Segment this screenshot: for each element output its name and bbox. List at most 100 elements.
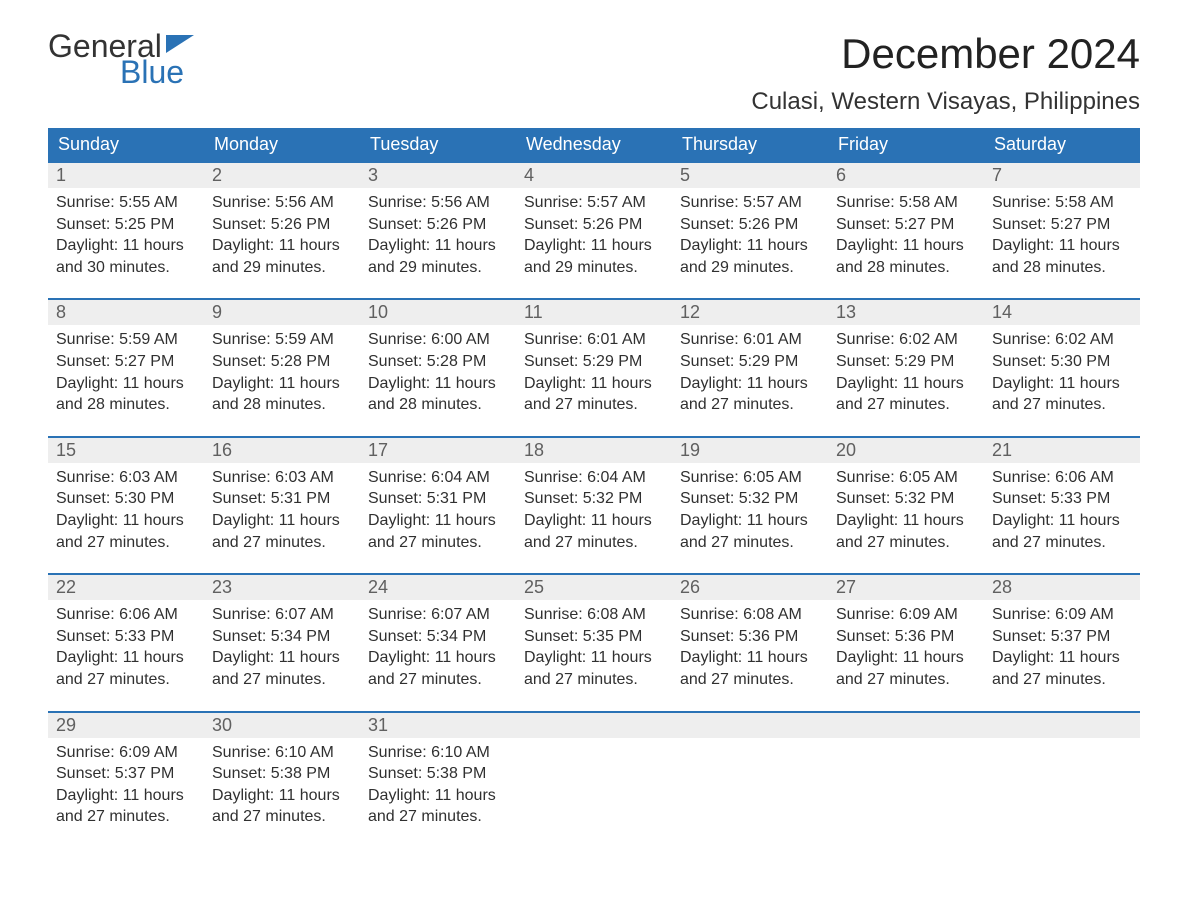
daylight1-text: Daylight: 11 hours	[680, 235, 820, 257]
daylight1-text: Daylight: 11 hours	[56, 785, 196, 807]
daylight1-text: Daylight: 11 hours	[368, 235, 508, 257]
day-number-cell: 24	[360, 574, 516, 600]
day-number: 27	[836, 577, 856, 597]
daylight2-text: and 27 minutes.	[836, 394, 976, 416]
sunrise-text: Sunrise: 5:58 AM	[992, 192, 1132, 214]
day-number-cell: 15	[48, 437, 204, 463]
day-content: Sunrise: 6:02 AMSunset: 5:30 PMDaylight:…	[984, 325, 1140, 415]
day-content: Sunrise: 6:04 AMSunset: 5:31 PMDaylight:…	[360, 463, 516, 553]
week-content-row: Sunrise: 6:09 AMSunset: 5:37 PMDaylight:…	[48, 738, 1140, 848]
week-content-row: Sunrise: 6:06 AMSunset: 5:33 PMDaylight:…	[48, 600, 1140, 711]
sunrise-text: Sunrise: 6:10 AM	[368, 742, 508, 764]
sunrise-text: Sunrise: 6:08 AM	[680, 604, 820, 626]
day-cell: Sunrise: 6:09 AMSunset: 5:36 PMDaylight:…	[828, 600, 984, 711]
day-content: Sunrise: 5:57 AMSunset: 5:26 PMDaylight:…	[516, 188, 672, 278]
weekday-header: Saturday	[984, 128, 1140, 162]
daylight1-text: Daylight: 11 hours	[680, 373, 820, 395]
sunrise-text: Sunrise: 5:59 AM	[212, 329, 352, 351]
sunrise-text: Sunrise: 5:56 AM	[368, 192, 508, 214]
day-cell: Sunrise: 5:56 AMSunset: 5:26 PMDaylight:…	[204, 188, 360, 299]
day-number: 30	[212, 715, 232, 735]
sunrise-text: Sunrise: 5:56 AM	[212, 192, 352, 214]
day-cell: Sunrise: 6:02 AMSunset: 5:30 PMDaylight:…	[984, 325, 1140, 436]
sunrise-text: Sunrise: 6:02 AM	[992, 329, 1132, 351]
day-number: 7	[992, 165, 1002, 185]
day-cell: Sunrise: 6:02 AMSunset: 5:29 PMDaylight:…	[828, 325, 984, 436]
day-number-cell: 12	[672, 299, 828, 325]
daylight1-text: Daylight: 11 hours	[212, 785, 352, 807]
weekday-header: Sunday	[48, 128, 204, 162]
day-number-cell: 14	[984, 299, 1140, 325]
sunrise-text: Sunrise: 5:57 AM	[524, 192, 664, 214]
daylight2-text: and 27 minutes.	[680, 532, 820, 554]
daylight2-text: and 30 minutes.	[56, 257, 196, 279]
weekday-header-row: Sunday Monday Tuesday Wednesday Thursday…	[48, 128, 1140, 162]
day-content: Sunrise: 6:03 AMSunset: 5:30 PMDaylight:…	[48, 463, 204, 553]
sunset-text: Sunset: 5:32 PM	[836, 488, 976, 510]
day-content: Sunrise: 6:06 AMSunset: 5:33 PMDaylight:…	[48, 600, 204, 690]
weekday-header: Tuesday	[360, 128, 516, 162]
day-number: 16	[212, 440, 232, 460]
sunrise-text: Sunrise: 6:00 AM	[368, 329, 508, 351]
day-number: 24	[368, 577, 388, 597]
day-cell: Sunrise: 6:10 AMSunset: 5:38 PMDaylight:…	[204, 738, 360, 848]
sunset-text: Sunset: 5:31 PM	[212, 488, 352, 510]
daylight1-text: Daylight: 11 hours	[212, 647, 352, 669]
day-number-cell: 4	[516, 162, 672, 188]
sunrise-text: Sunrise: 6:09 AM	[836, 604, 976, 626]
day-number-row: 1234567	[48, 162, 1140, 188]
sunset-text: Sunset: 5:25 PM	[56, 214, 196, 236]
day-number-cell	[828, 712, 984, 738]
daylight2-text: and 28 minutes.	[836, 257, 976, 279]
daylight1-text: Daylight: 11 hours	[524, 647, 664, 669]
sunset-text: Sunset: 5:33 PM	[992, 488, 1132, 510]
day-cell: Sunrise: 6:08 AMSunset: 5:36 PMDaylight:…	[672, 600, 828, 711]
daylight1-text: Daylight: 11 hours	[524, 235, 664, 257]
day-cell: Sunrise: 5:57 AMSunset: 5:26 PMDaylight:…	[516, 188, 672, 299]
day-number-cell: 22	[48, 574, 204, 600]
daylight2-text: and 27 minutes.	[56, 532, 196, 554]
daylight1-text: Daylight: 11 hours	[836, 373, 976, 395]
daylight2-text: and 27 minutes.	[368, 532, 508, 554]
daylight1-text: Daylight: 11 hours	[56, 373, 196, 395]
daylight2-text: and 29 minutes.	[680, 257, 820, 279]
day-number: 6	[836, 165, 846, 185]
day-number-cell: 26	[672, 574, 828, 600]
sunrise-text: Sunrise: 6:04 AM	[524, 467, 664, 489]
sunset-text: Sunset: 5:27 PM	[56, 351, 196, 373]
sunrise-text: Sunrise: 6:03 AM	[212, 467, 352, 489]
day-number-cell	[516, 712, 672, 738]
sunset-text: Sunset: 5:32 PM	[680, 488, 820, 510]
day-number: 20	[836, 440, 856, 460]
daylight2-text: and 28 minutes.	[212, 394, 352, 416]
sunrise-text: Sunrise: 5:58 AM	[836, 192, 976, 214]
day-content: Sunrise: 5:59 AMSunset: 5:27 PMDaylight:…	[48, 325, 204, 415]
day-content: Sunrise: 5:57 AMSunset: 5:26 PMDaylight:…	[672, 188, 828, 278]
sunset-text: Sunset: 5:30 PM	[56, 488, 196, 510]
day-cell	[984, 738, 1140, 848]
daylight1-text: Daylight: 11 hours	[836, 510, 976, 532]
day-content: Sunrise: 6:10 AMSunset: 5:38 PMDaylight:…	[204, 738, 360, 828]
daylight2-text: and 27 minutes.	[56, 806, 196, 828]
day-content: Sunrise: 6:08 AMSunset: 5:36 PMDaylight:…	[672, 600, 828, 690]
sunrise-text: Sunrise: 6:09 AM	[56, 742, 196, 764]
day-number: 25	[524, 577, 544, 597]
day-number: 2	[212, 165, 222, 185]
location-label: Culasi, Western Visayas, Philippines	[751, 88, 1140, 116]
sunrise-text: Sunrise: 6:03 AM	[56, 467, 196, 489]
daylight2-text: and 27 minutes.	[368, 806, 508, 828]
day-cell: Sunrise: 6:09 AMSunset: 5:37 PMDaylight:…	[48, 738, 204, 848]
daylight1-text: Daylight: 11 hours	[992, 373, 1132, 395]
sunrise-text: Sunrise: 6:01 AM	[524, 329, 664, 351]
day-number-cell: 20	[828, 437, 984, 463]
day-number-cell: 29	[48, 712, 204, 738]
daylight1-text: Daylight: 11 hours	[992, 647, 1132, 669]
day-content: Sunrise: 6:07 AMSunset: 5:34 PMDaylight:…	[360, 600, 516, 690]
day-number-cell: 1	[48, 162, 204, 188]
day-cell	[828, 738, 984, 848]
day-cell: Sunrise: 6:08 AMSunset: 5:35 PMDaylight:…	[516, 600, 672, 711]
month-title: December 2024	[751, 30, 1140, 78]
sunset-text: Sunset: 5:26 PM	[212, 214, 352, 236]
day-number-cell: 8	[48, 299, 204, 325]
calendar-table: Sunday Monday Tuesday Wednesday Thursday…	[48, 128, 1140, 848]
